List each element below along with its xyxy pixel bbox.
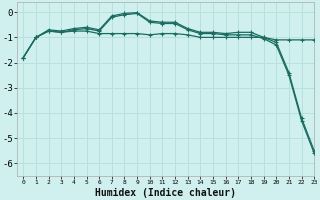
- X-axis label: Humidex (Indice chaleur): Humidex (Indice chaleur): [95, 188, 236, 198]
